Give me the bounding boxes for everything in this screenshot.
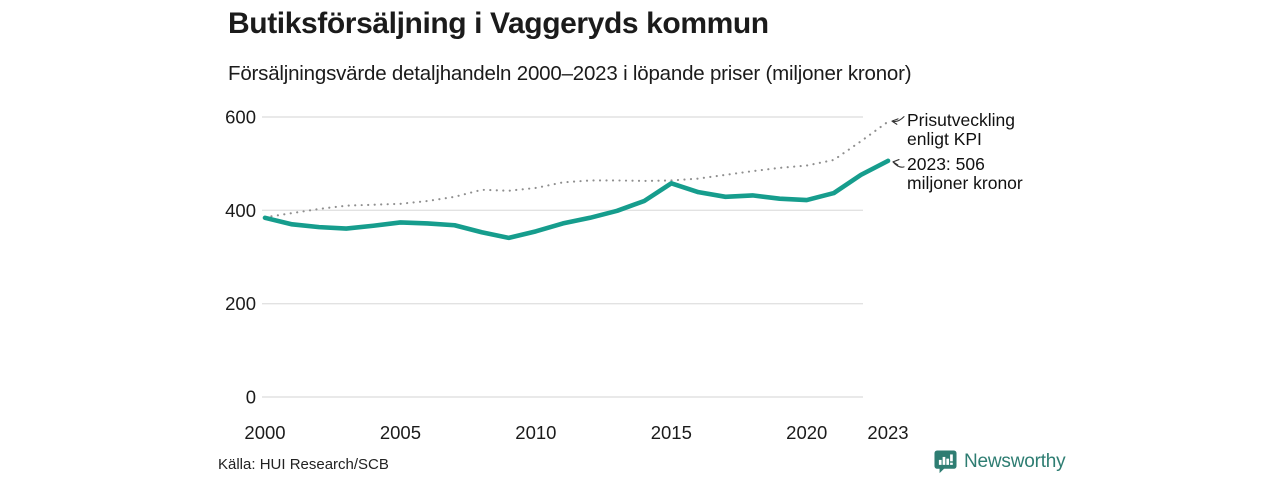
y-axis-tick-label: 200 — [225, 293, 256, 314]
x-axis-tick-label: 2005 — [380, 422, 421, 443]
chart-subtitle: Försäljningsvärde detaljhandeln 2000–202… — [228, 62, 912, 85]
kpi-dotted-line — [263, 120, 890, 219]
latest-annotation-line1: 2023: 506 — [907, 154, 985, 174]
kpi-line-annotation: Prisutveckling enligt KPI — [907, 111, 1015, 149]
kpi-annotation-line1: Prisutveckling — [907, 110, 1015, 130]
bar-chart-speech-bubble-icon — [934, 450, 957, 474]
x-axis-tick-label: 2020 — [786, 422, 827, 443]
x-axis-tick-label: 2015 — [651, 422, 692, 443]
source-note: Källa: HUI Research/SCB — [218, 456, 389, 473]
x-axis-tick-label: 2000 — [244, 422, 285, 443]
kpi-annotation-arrow-icon — [891, 116, 905, 125]
kpi-annotation-line2: enligt KPI — [907, 129, 982, 149]
latest-value-annotation: 2023: 506 miljoner kronor — [907, 155, 1023, 193]
latest-annotation-arrow-icon — [892, 159, 905, 168]
newsworthy-logo[interactable]: Newsworthy — [934, 450, 1066, 474]
newsworthy-logo-text: Newsworthy — [964, 451, 1066, 472]
sales-line — [262, 158, 891, 241]
y-axis-tick-label: 400 — [225, 200, 256, 221]
x-axis-tick-label: 2010 — [515, 422, 556, 443]
chart-title: Butiksförsäljning i Vaggeryds kommun — [228, 7, 769, 40]
y-axis-tick-label: 0 — [246, 387, 256, 408]
x-axis-tick-label: 2023 — [867, 422, 908, 443]
latest-annotation-line2: miljoner kronor — [907, 173, 1023, 193]
y-axis-tick-label: 600 — [225, 107, 256, 128]
